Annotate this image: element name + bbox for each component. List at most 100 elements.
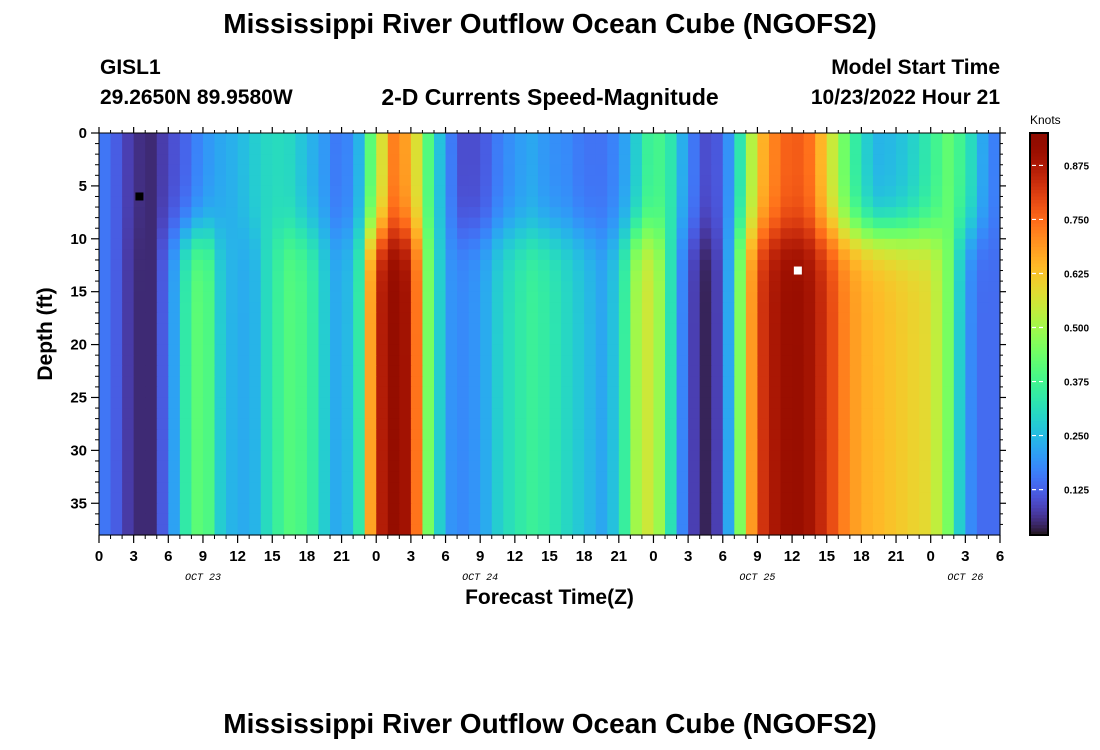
heatmap-cell <box>260 217 273 229</box>
heatmap-cell <box>318 196 331 208</box>
heatmap-cell <box>99 175 112 187</box>
heatmap-cell <box>353 418 366 430</box>
heatmap-cell <box>676 482 689 494</box>
colorbar-segment <box>1030 464 1048 469</box>
heatmap-cell <box>953 175 966 187</box>
heatmap-cell <box>872 323 886 335</box>
colorbar-segment <box>1030 303 1048 308</box>
heatmap-cell <box>549 439 562 451</box>
heatmap-cell <box>953 418 966 430</box>
heatmap-cell <box>768 249 782 261</box>
heatmap-cell <box>965 259 978 272</box>
heatmap-cell <box>676 355 689 367</box>
heatmap-cell <box>630 259 643 272</box>
heatmap-cell <box>942 524 955 536</box>
heatmap-cell <box>318 143 331 155</box>
heatmap-cell <box>780 482 793 494</box>
colorbar-segment <box>1030 514 1048 519</box>
heatmap-cell <box>561 281 574 293</box>
heatmap-cell <box>491 482 504 494</box>
heatmap-cell <box>364 281 377 293</box>
heatmap-cell <box>191 133 204 145</box>
heatmap-cell <box>734 133 747 145</box>
heatmap-cell <box>295 460 308 473</box>
heatmap-cell <box>572 503 585 515</box>
colorbar-segment <box>1030 206 1048 211</box>
heatmap-cell <box>156 228 169 240</box>
heatmap-cell <box>907 312 920 325</box>
heatmap-cell <box>422 249 435 261</box>
heatmap-cell <box>295 185 308 198</box>
heatmap-cell <box>122 397 135 409</box>
heatmap-cell <box>953 259 966 272</box>
heatmap-cell <box>226 439 239 451</box>
heatmap-cell <box>410 513 424 526</box>
heatmap-cell <box>665 418 678 430</box>
heatmap-cell <box>399 228 412 240</box>
heatmap-cell <box>306 207 320 219</box>
heatmap-cell <box>399 259 412 272</box>
colorbar-tick-label: 0.625 <box>1064 269 1089 280</box>
colorbar-segment <box>1030 156 1048 161</box>
heatmap-cell <box>930 312 943 325</box>
heatmap-cell <box>145 281 158 293</box>
heatmap-cell <box>364 460 377 473</box>
heatmap-cell <box>387 492 400 504</box>
heatmap-cell <box>884 418 897 430</box>
heatmap-cell <box>942 281 955 293</box>
heatmap-cell <box>237 238 250 250</box>
heatmap-cell <box>410 334 424 346</box>
heatmap-cell <box>965 164 978 176</box>
heatmap-cell <box>734 302 747 314</box>
heatmap-cell <box>226 312 239 325</box>
heatmap-cell <box>907 482 920 494</box>
heatmap-cell <box>537 164 551 176</box>
heatmap-cell <box>722 259 735 272</box>
heatmap-cell <box>676 334 689 346</box>
heatmap-cell <box>930 323 943 335</box>
heatmap-cell <box>641 492 655 504</box>
heatmap-cell <box>191 249 204 261</box>
heatmap-cell <box>110 302 123 314</box>
heatmap-cell <box>226 143 239 155</box>
colorbar-segment <box>1030 357 1048 362</box>
heatmap-cell <box>803 207 816 219</box>
heatmap-cell <box>757 291 770 303</box>
heatmap-cell <box>688 207 701 219</box>
heatmap-cell <box>306 249 320 261</box>
heatmap-cell <box>537 450 551 462</box>
heatmap-cell <box>780 492 793 504</box>
heatmap-cell <box>468 355 481 367</box>
heatmap-cell <box>595 386 608 399</box>
heatmap-cell <box>191 492 204 504</box>
heatmap-cell <box>133 207 146 219</box>
heatmap-cell <box>595 492 608 504</box>
heatmap-cell <box>757 228 770 240</box>
heatmap-cell <box>722 492 735 504</box>
heatmap-cell <box>780 281 793 293</box>
heatmap-cell <box>445 259 458 272</box>
heatmap-cell <box>930 249 943 261</box>
heatmap-cell <box>364 439 377 451</box>
heatmap-cell <box>595 365 608 377</box>
heatmap-cell <box>722 397 735 409</box>
heatmap-cell <box>953 164 966 176</box>
heatmap-cell <box>364 228 377 240</box>
heatmap-cell <box>884 291 897 303</box>
heatmap-cell <box>376 217 389 229</box>
heatmap-cell <box>572 281 585 293</box>
heatmap-cell <box>607 482 620 494</box>
heatmap-cell <box>815 397 828 409</box>
heatmap-cell <box>618 133 631 145</box>
heatmap-cell <box>734 513 747 526</box>
heatmap-cell <box>826 164 839 176</box>
heatmap-cell <box>745 429 759 441</box>
heatmap-cell <box>572 397 585 409</box>
heatmap-cell <box>699 238 712 250</box>
heatmap-cell <box>260 376 273 388</box>
heatmap-cell <box>145 450 158 462</box>
heatmap-cell <box>722 355 735 367</box>
heatmap-cell <box>872 185 886 198</box>
heatmap-cell <box>861 196 874 208</box>
heatmap-cell <box>722 418 735 430</box>
